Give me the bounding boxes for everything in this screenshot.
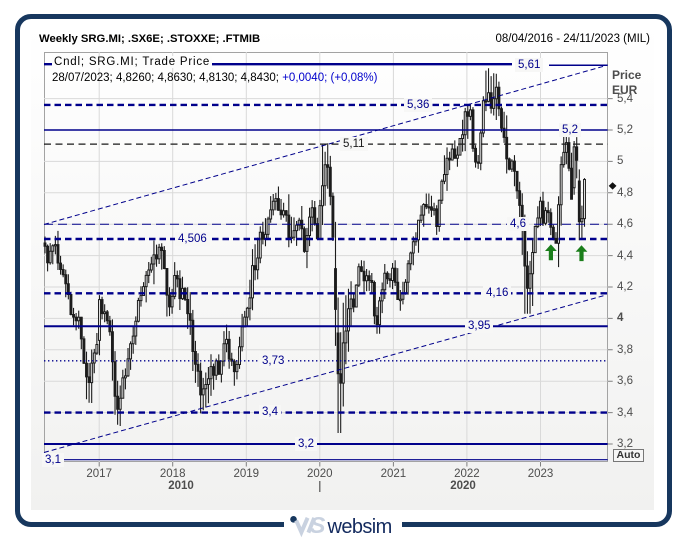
svg-text:S: S (310, 512, 326, 538)
